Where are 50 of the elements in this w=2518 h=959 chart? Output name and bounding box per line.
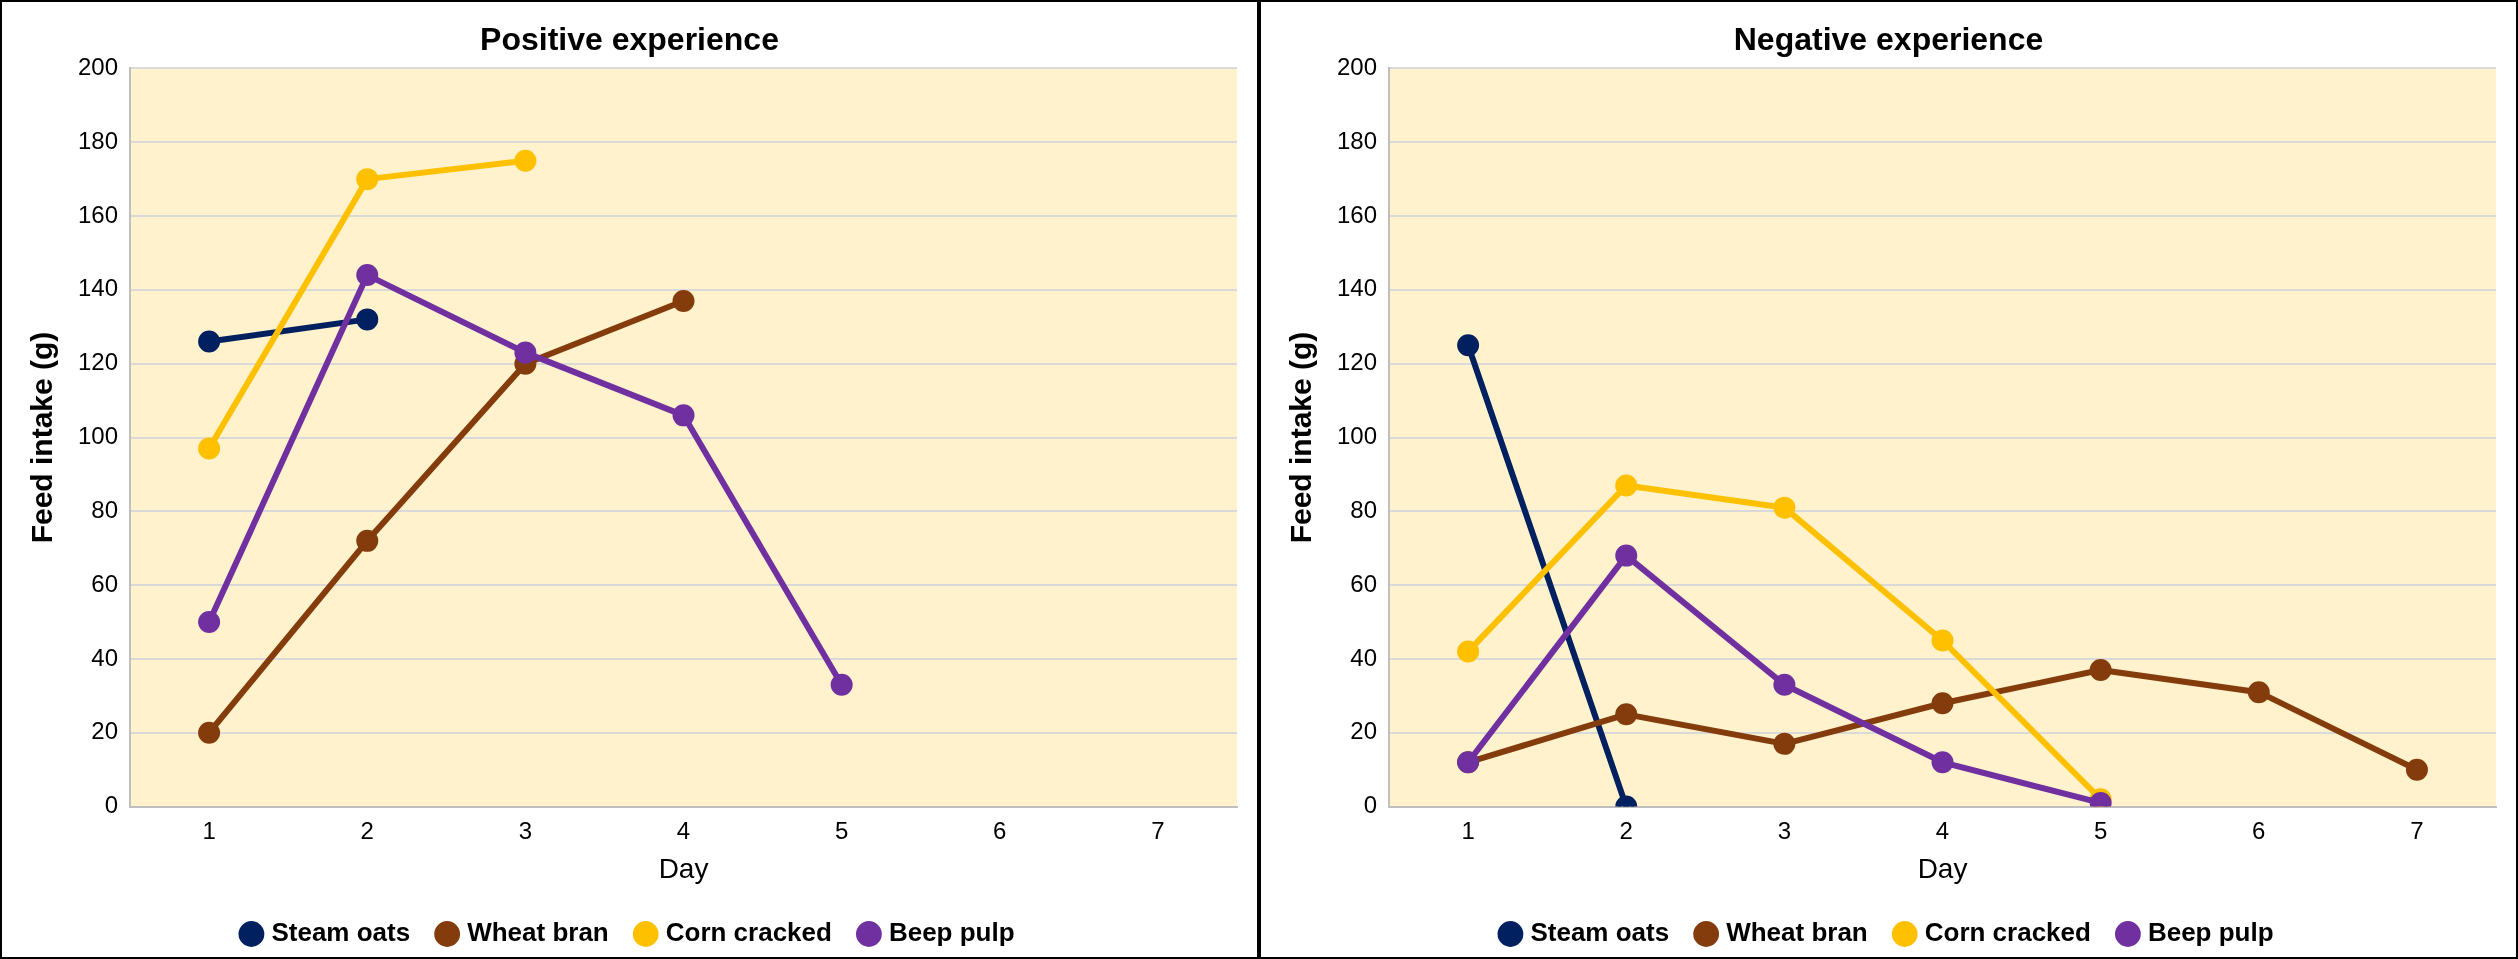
x-tick-label: 1 — [202, 816, 216, 844]
x-tick-label: 6 — [2252, 816, 2266, 844]
x-axis-title: Day — [658, 852, 709, 884]
x-tick-label: 4 — [676, 816, 691, 844]
y-tick-label: 80 — [1350, 495, 1378, 523]
y-tick-label: 180 — [78, 126, 119, 154]
y-tick-label: 180 — [1337, 126, 1378, 154]
legend-label: Corn cracked — [1924, 917, 2091, 948]
legend-label: Steam oats — [271, 917, 411, 948]
y-tick-label: 120 — [78, 348, 119, 376]
y-tick-label: 40 — [91, 643, 119, 671]
y-tick-label: 200 — [1337, 53, 1378, 81]
x-tick-label: 7 — [1151, 816, 1165, 844]
legend-label: Wheat bran — [467, 917, 609, 948]
y-tick-label: 160 — [78, 200, 119, 228]
x-tick-label: 7 — [2410, 816, 2424, 844]
y-tick-label: 100 — [78, 422, 119, 450]
y-tick-label: 160 — [1337, 200, 1378, 228]
x-tick-label: 2 — [360, 816, 374, 844]
y-tick-label: 120 — [1337, 348, 1378, 376]
x-axis-title: Day — [1917, 852, 1968, 884]
y-tick-label: 140 — [78, 274, 119, 302]
y-tick-label: 0 — [104, 791, 119, 819]
y-axis-title: Feed intake (g) — [1284, 331, 1318, 544]
x-tick-label: 5 — [2093, 816, 2108, 844]
chart-title: Positive experience — [480, 21, 779, 58]
y-tick-label: 0 — [1363, 791, 1378, 819]
y-axis-title: Feed intake (g) — [25, 331, 59, 544]
x-tick-label: 2 — [1619, 816, 1633, 844]
legend-label: Steam oats — [1530, 917, 1670, 948]
x-tick-label: 6 — [993, 816, 1007, 844]
chart-title: Negative experience — [1733, 21, 2044, 58]
y-tick-label: 200 — [78, 53, 119, 81]
legend-label: Wheat bran — [1726, 917, 1868, 948]
legend-label: Corn cracked — [665, 917, 832, 948]
y-tick-label: 20 — [1350, 717, 1378, 745]
x-tick-label: 1 — [1461, 816, 1475, 844]
y-tick-label: 100 — [1337, 422, 1378, 450]
x-tick-label: 3 — [1777, 816, 1792, 844]
y-tick-label: 40 — [1350, 643, 1378, 671]
x-tick-label: 4 — [1935, 816, 1950, 844]
y-tick-label: 80 — [91, 495, 119, 523]
y-tick-label: 60 — [91, 569, 119, 597]
y-tick-label: 60 — [1350, 569, 1378, 597]
legend-label: Beep pulp — [2147, 917, 2274, 948]
x-tick-label: 3 — [518, 816, 533, 844]
y-tick-label: 20 — [91, 717, 119, 745]
legend-label: Beep pulp — [888, 917, 1015, 948]
x-tick-label: 5 — [834, 816, 849, 844]
y-tick-label: 140 — [1337, 274, 1378, 302]
